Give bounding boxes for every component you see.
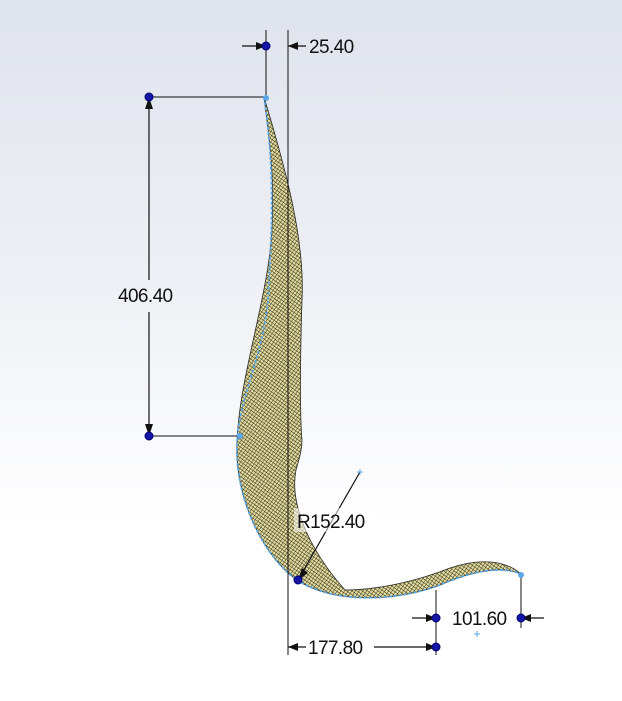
dimension-tail-height[interactable]: 101.60	[412, 576, 544, 655]
blade-surface[interactable]	[236, 96, 522, 599]
endpoint-top[interactable]	[263, 95, 269, 101]
dimension-base-length[interactable]: 177.80	[288, 638, 441, 659]
dimension-top-offset-label: 25.40	[309, 37, 354, 58]
blade-edge	[236, 96, 522, 599]
dimension-tail-height-label: 101.60	[452, 609, 507, 630]
dimension-height[interactable]: 406.40	[118, 92, 264, 441]
dimension-radius-label: R152.40	[297, 512, 365, 533]
endpoint-tail[interactable]	[518, 572, 524, 578]
dimension-height-label: 406.40	[118, 286, 173, 307]
dimension-base-length-label: 177.80	[308, 638, 363, 659]
endpoint-mid[interactable]	[237, 433, 243, 439]
dimension-radius[interactable]: R152.40	[293, 469, 378, 585]
dimension-top-offset[interactable]: 25.40	[242, 30, 354, 97]
